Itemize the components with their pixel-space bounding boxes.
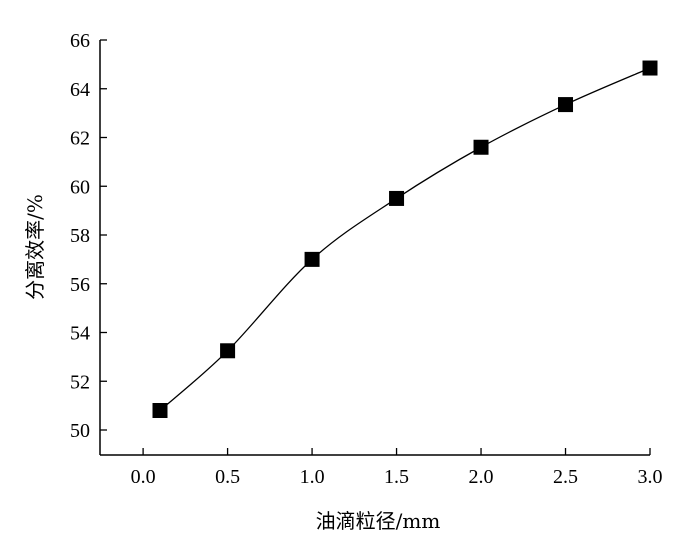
x-tick-label: 2.5 xyxy=(553,466,578,488)
x-tick-label: 0.0 xyxy=(131,466,156,488)
y-tick-label: 56 xyxy=(70,274,90,296)
data-point-marker xyxy=(389,190,405,206)
y-tick-label: 62 xyxy=(70,128,90,150)
data-point-marker xyxy=(473,139,489,155)
y-tick-label: 54 xyxy=(70,323,90,345)
data-point-marker xyxy=(152,403,168,418)
x-tick-label: 3.0 xyxy=(638,466,663,488)
x-tick-label: 0.5 xyxy=(215,466,240,488)
data-markers xyxy=(152,60,658,418)
data-point-marker xyxy=(642,60,658,76)
data-point-marker xyxy=(220,343,236,359)
plot-area: 50 52 54 56 58 60 62 64 66 0.0 0.5 1.0 1.5 2.0 2.5 3.0 xyxy=(70,30,663,488)
y-axis-label: 分离效率/% xyxy=(23,194,47,300)
x-ticks: 0.0 0.5 1.0 1.5 2.0 2.5 3.0 xyxy=(131,448,663,488)
x-tick-label: 1.0 xyxy=(300,466,325,488)
y-tick-label: 66 xyxy=(70,30,90,52)
y-ticks: 50 52 54 56 58 60 62 64 66 xyxy=(70,30,107,442)
y-tick-label: 50 xyxy=(70,420,90,442)
y-tick-label: 64 xyxy=(70,79,90,101)
y-tick-label: 58 xyxy=(70,225,90,247)
data-point-marker xyxy=(558,97,574,113)
y-tick-label: 60 xyxy=(70,176,90,198)
x-tick-label: 2.0 xyxy=(469,466,494,488)
x-tick-label: 1.5 xyxy=(384,466,409,488)
data-point-marker xyxy=(304,251,320,267)
fit-curve xyxy=(159,67,651,411)
y-tick-label: 52 xyxy=(70,371,90,393)
x-axis-label: 油滴粒径/mm xyxy=(316,509,441,533)
